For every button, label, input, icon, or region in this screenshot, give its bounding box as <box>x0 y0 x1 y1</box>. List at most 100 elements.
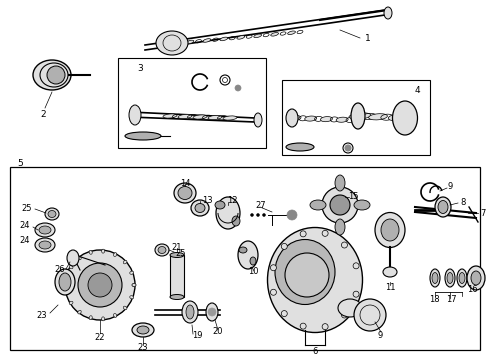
Ellipse shape <box>430 269 440 287</box>
Ellipse shape <box>381 219 399 241</box>
Circle shape <box>208 308 216 316</box>
Text: 24: 24 <box>20 235 30 244</box>
Ellipse shape <box>125 132 161 140</box>
Ellipse shape <box>48 211 56 217</box>
Ellipse shape <box>220 37 228 41</box>
Ellipse shape <box>445 269 455 287</box>
Circle shape <box>353 291 359 297</box>
Ellipse shape <box>467 266 485 290</box>
Ellipse shape <box>375 212 405 248</box>
Text: 14: 14 <box>180 179 190 188</box>
Ellipse shape <box>178 186 192 199</box>
Text: 23: 23 <box>138 343 148 352</box>
Circle shape <box>345 145 351 151</box>
Text: 13: 13 <box>202 195 213 204</box>
Ellipse shape <box>182 301 198 323</box>
Ellipse shape <box>208 116 222 120</box>
Text: 16: 16 <box>467 285 478 294</box>
Ellipse shape <box>250 257 256 265</box>
Circle shape <box>285 253 329 297</box>
Circle shape <box>270 265 276 271</box>
Ellipse shape <box>336 117 348 122</box>
Ellipse shape <box>310 200 326 210</box>
Text: 18: 18 <box>429 296 440 305</box>
Bar <box>170 255 184 297</box>
Ellipse shape <box>203 39 211 42</box>
Ellipse shape <box>305 116 317 121</box>
Ellipse shape <box>193 115 207 119</box>
Ellipse shape <box>158 247 166 253</box>
Ellipse shape <box>206 303 218 321</box>
Ellipse shape <box>114 314 117 318</box>
Ellipse shape <box>459 273 465 284</box>
Ellipse shape <box>254 34 262 38</box>
Ellipse shape <box>237 36 245 39</box>
Ellipse shape <box>33 60 71 90</box>
Ellipse shape <box>349 113 371 119</box>
Ellipse shape <box>435 197 451 217</box>
Text: 25: 25 <box>22 203 32 212</box>
Text: 7: 7 <box>480 208 486 217</box>
Ellipse shape <box>288 31 295 35</box>
Text: 20: 20 <box>213 328 223 337</box>
Ellipse shape <box>69 301 73 305</box>
Circle shape <box>88 273 112 297</box>
Ellipse shape <box>351 103 365 129</box>
Text: 3: 3 <box>137 63 143 72</box>
Circle shape <box>235 85 241 91</box>
Ellipse shape <box>89 316 92 320</box>
Ellipse shape <box>238 241 258 269</box>
Ellipse shape <box>286 109 298 127</box>
Ellipse shape <box>232 216 240 226</box>
Ellipse shape <box>384 7 392 19</box>
Ellipse shape <box>223 116 237 120</box>
Ellipse shape <box>123 260 127 264</box>
Ellipse shape <box>383 267 397 277</box>
Ellipse shape <box>271 32 278 36</box>
Ellipse shape <box>137 326 149 334</box>
Text: 8: 8 <box>460 198 465 207</box>
Text: 11: 11 <box>385 284 395 292</box>
Bar <box>10 167 480 350</box>
Ellipse shape <box>335 175 345 191</box>
Ellipse shape <box>322 187 358 223</box>
Ellipse shape <box>163 35 181 51</box>
Circle shape <box>281 311 287 316</box>
Ellipse shape <box>35 223 55 237</box>
Text: 9: 9 <box>448 181 453 190</box>
Text: 9: 9 <box>377 330 383 339</box>
Circle shape <box>65 250 135 320</box>
Circle shape <box>342 242 347 248</box>
Text: 1: 1 <box>365 33 371 42</box>
Text: 23: 23 <box>37 310 48 320</box>
Ellipse shape <box>65 290 69 293</box>
Text: 5: 5 <box>17 158 23 167</box>
Circle shape <box>353 263 359 269</box>
Circle shape <box>256 213 260 216</box>
Text: 12: 12 <box>227 195 238 204</box>
Ellipse shape <box>447 273 453 284</box>
Circle shape <box>78 263 122 307</box>
Text: 15: 15 <box>348 192 359 201</box>
Text: 26: 26 <box>54 266 65 274</box>
Ellipse shape <box>275 239 335 305</box>
Ellipse shape <box>239 247 247 253</box>
Ellipse shape <box>130 271 134 274</box>
Text: 10: 10 <box>248 267 258 276</box>
Ellipse shape <box>101 249 105 253</box>
Ellipse shape <box>170 252 184 257</box>
Ellipse shape <box>78 310 81 314</box>
Ellipse shape <box>123 306 127 310</box>
Text: 6: 6 <box>312 347 318 356</box>
Ellipse shape <box>132 284 136 287</box>
Ellipse shape <box>178 114 192 118</box>
Circle shape <box>281 243 287 249</box>
Ellipse shape <box>78 256 81 260</box>
Text: 17: 17 <box>446 296 456 305</box>
Text: 25: 25 <box>175 248 186 257</box>
Ellipse shape <box>438 201 448 213</box>
Ellipse shape <box>40 63 68 87</box>
Ellipse shape <box>354 200 370 210</box>
Circle shape <box>250 213 253 216</box>
Ellipse shape <box>170 294 184 300</box>
